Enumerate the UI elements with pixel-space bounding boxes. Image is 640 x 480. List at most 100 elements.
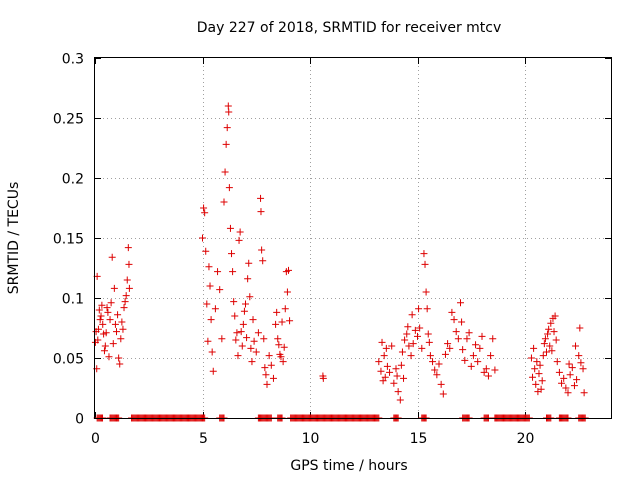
data-point xyxy=(560,374,568,382)
data-point xyxy=(281,305,289,313)
data-point xyxy=(446,344,454,352)
data-point xyxy=(115,354,123,362)
data-point xyxy=(122,292,130,300)
data-point xyxy=(437,380,445,388)
data-point xyxy=(537,385,545,393)
data-point xyxy=(382,344,390,352)
data-point xyxy=(397,361,405,369)
data-point xyxy=(379,377,387,385)
data-point xyxy=(489,335,497,343)
data-point xyxy=(211,305,219,313)
x-tick-label: 5 xyxy=(199,431,208,447)
data-point xyxy=(454,335,462,343)
data-point xyxy=(261,364,269,372)
data-point xyxy=(576,324,584,332)
data-point xyxy=(543,348,550,356)
data-point xyxy=(386,368,394,376)
data-point xyxy=(216,286,224,294)
data-point xyxy=(579,365,587,373)
x-tick-label: 15 xyxy=(410,431,428,447)
x-tick-label: 0 xyxy=(91,431,100,447)
data-point xyxy=(245,259,253,267)
data-point xyxy=(474,358,482,366)
data-point xyxy=(100,347,108,355)
data-point xyxy=(283,288,291,296)
data-point xyxy=(377,367,385,375)
data-point xyxy=(551,312,559,320)
data-point xyxy=(465,329,473,337)
data-point xyxy=(263,380,271,388)
data-point xyxy=(396,396,404,404)
data-point xyxy=(404,323,412,331)
data-point xyxy=(530,344,538,352)
data-point xyxy=(247,344,255,352)
data-point xyxy=(480,368,488,376)
data-point xyxy=(400,374,408,382)
data-point xyxy=(274,335,282,343)
data-point xyxy=(575,352,583,360)
data-point xyxy=(527,354,535,362)
data-point xyxy=(118,318,126,326)
data-point xyxy=(222,140,230,148)
data-point xyxy=(550,328,558,336)
data-point xyxy=(433,371,441,379)
data-point xyxy=(280,343,288,351)
data-point xyxy=(273,308,281,316)
data-point xyxy=(226,224,234,232)
data-point xyxy=(435,360,443,368)
data-point xyxy=(439,390,447,398)
data-point xyxy=(418,344,426,352)
data-point xyxy=(124,244,132,252)
data-point xyxy=(425,338,433,346)
data-point xyxy=(539,352,547,360)
data-point xyxy=(206,282,214,290)
data-point xyxy=(201,209,209,217)
data-point xyxy=(116,360,124,368)
data-point xyxy=(472,341,480,349)
data-point xyxy=(429,358,437,366)
data-point xyxy=(286,317,294,325)
data-point xyxy=(572,342,580,350)
data-point xyxy=(243,334,251,342)
data-point xyxy=(221,168,229,176)
data-point xyxy=(248,358,256,366)
data-point xyxy=(230,298,238,306)
data-point xyxy=(546,342,554,350)
data-point xyxy=(269,374,277,382)
data-point xyxy=(208,348,216,356)
data-point xyxy=(101,342,109,350)
y-tick-label: 0 xyxy=(75,412,84,428)
data-point xyxy=(378,338,386,346)
data-point xyxy=(580,389,588,397)
data-point xyxy=(277,353,285,361)
data-point xyxy=(564,389,572,397)
data-point xyxy=(548,347,556,355)
y-tick-label: 0.3 xyxy=(62,52,84,68)
x-tick-label: 20 xyxy=(517,431,535,447)
data-point xyxy=(105,353,113,361)
data-point xyxy=(120,304,128,312)
data-point xyxy=(214,268,222,276)
data-point xyxy=(232,336,240,344)
data-point xyxy=(121,298,129,306)
data-point xyxy=(111,320,119,328)
data-point xyxy=(249,316,257,324)
data-point xyxy=(422,288,430,296)
data-point xyxy=(403,330,411,338)
data-point xyxy=(529,373,537,381)
data-point xyxy=(108,253,116,261)
plot-frame xyxy=(94,57,612,419)
data-point xyxy=(254,329,262,337)
data-point xyxy=(250,337,258,345)
data-point xyxy=(478,332,486,340)
y-tick-label: 0.1 xyxy=(62,292,84,308)
data-point xyxy=(262,371,270,379)
data-point xyxy=(476,344,484,352)
data-point xyxy=(199,234,206,242)
data-point xyxy=(547,319,555,327)
y-axis-label: SRMTID / TECUs xyxy=(6,182,22,295)
data-point xyxy=(234,352,242,360)
data-point xyxy=(408,311,416,319)
